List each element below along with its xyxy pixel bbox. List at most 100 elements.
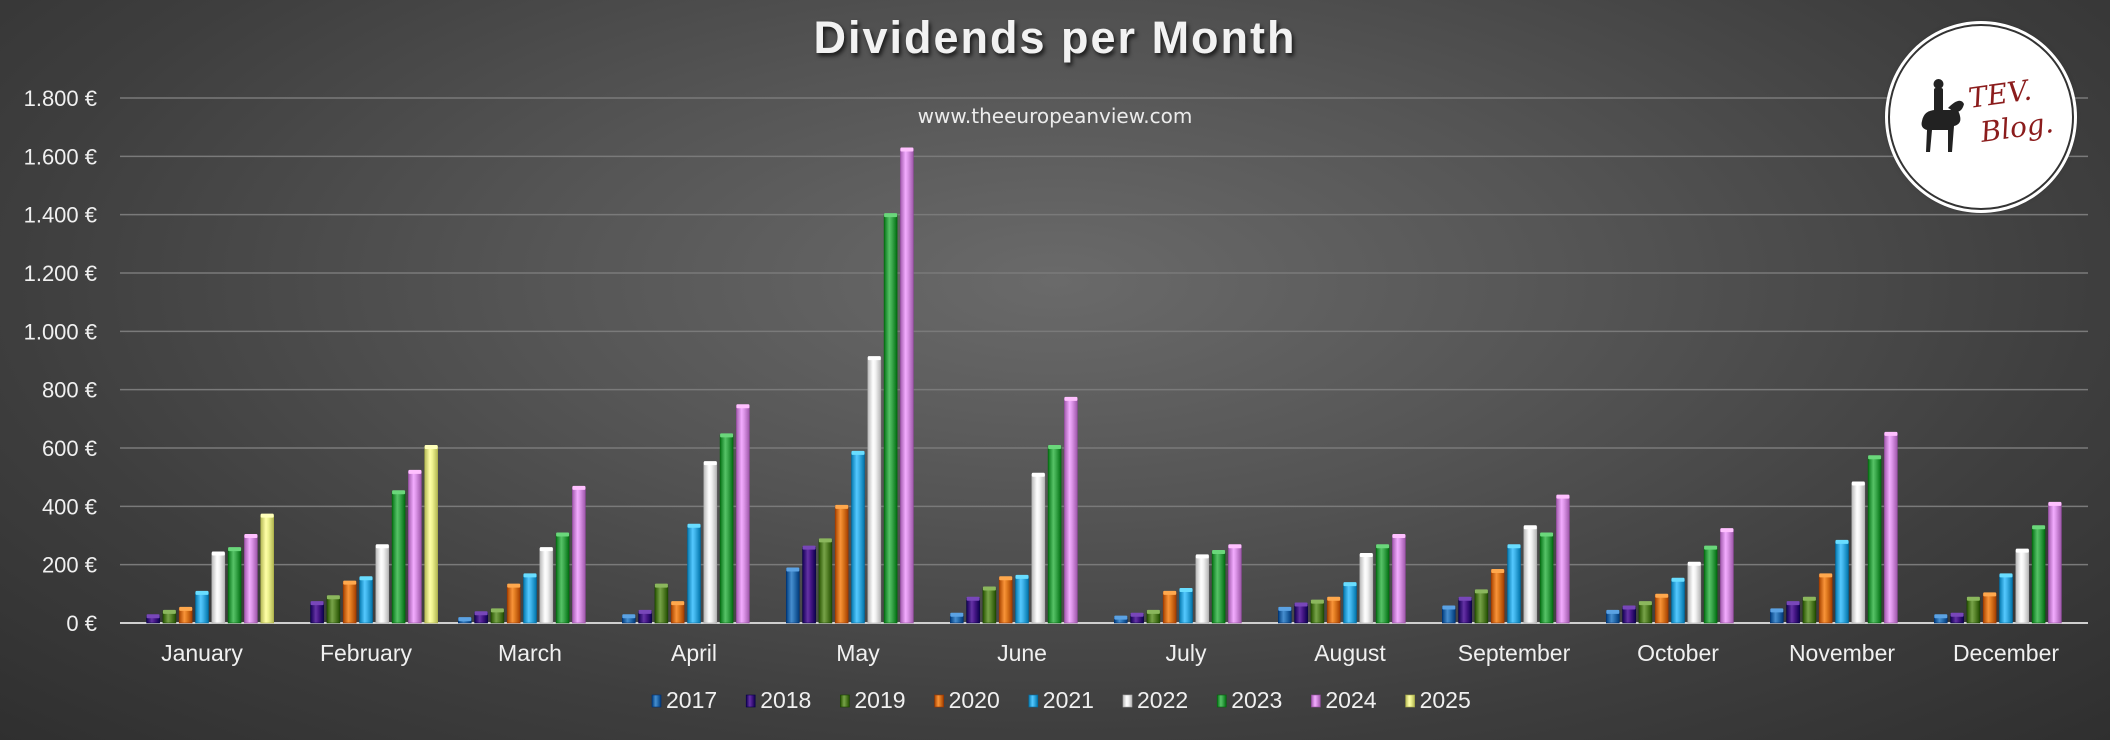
legend-swatch	[1216, 694, 1227, 708]
bar-september-2021	[1507, 545, 1521, 624]
bar-cap	[1376, 544, 1390, 549]
bar-cap	[1540, 532, 1554, 537]
bar-may-2018	[802, 546, 816, 624]
bar-cap	[622, 614, 636, 619]
bar-march-2023	[555, 533, 570, 624]
x-tick-label: September	[1458, 640, 1571, 666]
legend-swatch	[651, 694, 662, 708]
bar-cap	[1966, 596, 1980, 601]
bar-cap	[1228, 544, 1242, 549]
bar-cap	[720, 433, 734, 438]
x-tick-label: July	[1166, 640, 1207, 666]
bar-july-2021	[1179, 589, 1193, 624]
bar-cap	[392, 490, 406, 495]
y-tick-label: 1.000 €	[24, 319, 97, 344]
bar-may-2022	[867, 357, 882, 624]
x-tick-label: February	[320, 640, 413, 666]
x-tick-label: January	[161, 640, 243, 666]
y-tick-label: 1.400 €	[24, 203, 97, 228]
horse-rider-statue-icon	[1921, 79, 1964, 152]
bar-june-2023	[1047, 446, 1062, 624]
x-tick-label: March	[498, 640, 562, 666]
logo-text-line2: Blog.	[1977, 106, 2055, 149]
bar-cap	[1819, 573, 1833, 578]
bar-may-2021	[851, 452, 865, 624]
bar-cap	[1523, 525, 1537, 530]
legend-item-2023: 2023	[1216, 687, 1282, 713]
bar-cap	[1770, 608, 1784, 613]
bar-may-2023	[883, 214, 898, 624]
bar-cap	[228, 547, 242, 552]
x-tick-label: June	[997, 640, 1047, 666]
bar-cap	[1851, 481, 1865, 486]
bar-cap	[359, 576, 373, 581]
bar-cap	[408, 469, 422, 474]
bar-cap	[1868, 455, 1882, 460]
bar-cap	[1064, 396, 1078, 401]
bar-february-2022	[375, 545, 390, 624]
bar-may-2020	[834, 506, 849, 624]
x-tick-label: April	[671, 640, 717, 666]
bar-cap	[786, 567, 800, 572]
chart-title: Dividends per Month	[813, 12, 1297, 63]
bar-may-2019	[818, 539, 833, 624]
bar-july-2023	[1211, 551, 1226, 624]
bar-cap	[1015, 574, 1029, 579]
bar-cap	[162, 609, 176, 614]
bar-cap	[1786, 601, 1800, 606]
bar-november-2023	[1867, 456, 1882, 624]
bar-cap	[1442, 605, 1456, 610]
bar-cap	[1031, 472, 1045, 477]
logo-text-line1: TEV.	[1966, 73, 2033, 114]
bar-cap	[375, 544, 389, 549]
bar-october-2024	[1720, 529, 1734, 624]
y-tick-label: 800 €	[42, 378, 97, 403]
bar-cap	[572, 485, 586, 490]
y-tick-label: 1.600 €	[24, 144, 97, 169]
bar-cap	[1327, 596, 1341, 601]
bar-cap	[1802, 596, 1816, 601]
y-tick-label: 1.200 €	[24, 261, 97, 286]
legend-swatch	[1405, 694, 1415, 708]
legend-label: 2020	[949, 687, 1000, 713]
bar-cap	[1687, 561, 1701, 566]
bar-cap	[687, 523, 701, 528]
bar-february-2018	[310, 602, 324, 624]
bar-cap	[1934, 614, 1948, 619]
bar-cap	[1474, 589, 1488, 594]
bar-june-2018	[966, 597, 980, 624]
bar-july-2022	[1195, 555, 1210, 624]
bar-cap	[1835, 539, 1849, 544]
bar-cap	[1638, 601, 1652, 606]
bar-march-2020	[506, 584, 521, 624]
bar-august-2024	[1392, 535, 1406, 624]
bar-august-2022	[1359, 554, 1374, 624]
x-tick-label: November	[1789, 640, 1895, 666]
bar-december-2024	[2048, 503, 2062, 624]
legend-item-2017: 2017	[651, 687, 717, 713]
bar-cap	[1359, 552, 1373, 557]
bars	[146, 147, 2062, 624]
bar-august-2021	[1343, 583, 1357, 624]
bar-cap	[523, 573, 537, 578]
bar-cap	[424, 445, 438, 450]
bar-cap	[736, 404, 750, 409]
bar-december-2020	[1982, 593, 1997, 624]
bar-cap	[1999, 573, 2013, 578]
y-tick-label: 400 €	[42, 494, 97, 519]
bar-june-2022	[1031, 473, 1046, 624]
bar-november-2021	[1835, 541, 1849, 624]
bar-cap	[1507, 544, 1521, 549]
bar-september-2019	[1474, 590, 1489, 624]
bar-cap	[490, 608, 504, 613]
bar-june-2019	[982, 587, 997, 624]
bar-cap	[1950, 612, 1964, 617]
bar-cap	[671, 601, 685, 606]
bar-september-2018	[1458, 597, 1472, 624]
bar-march-2024	[572, 487, 586, 624]
legend-item-2022: 2022	[1122, 687, 1188, 713]
bar-cap	[900, 147, 914, 152]
bar-cap	[310, 601, 324, 606]
legend-item-2019: 2019	[840, 687, 906, 713]
